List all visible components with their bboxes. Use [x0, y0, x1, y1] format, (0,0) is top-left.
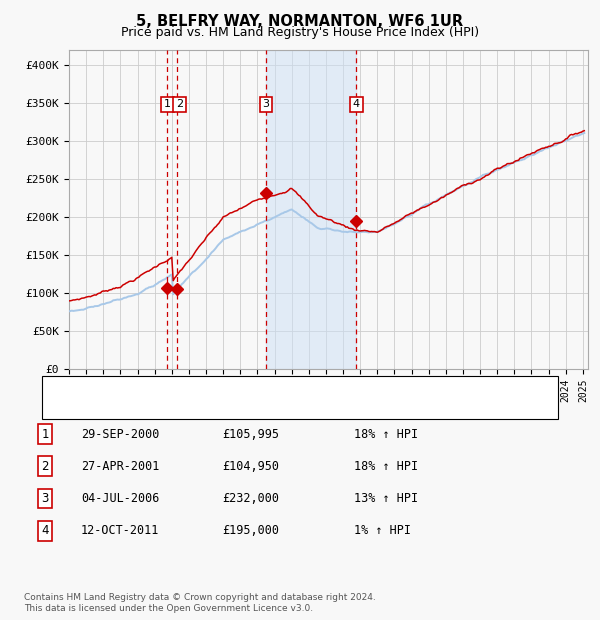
Text: 4: 4 — [41, 525, 49, 537]
Text: 29-SEP-2000: 29-SEP-2000 — [81, 428, 160, 440]
Text: £105,995: £105,995 — [222, 428, 279, 440]
Text: 27-APR-2001: 27-APR-2001 — [81, 460, 160, 472]
Text: 2: 2 — [176, 99, 183, 109]
Text: ——: —— — [57, 401, 85, 415]
Text: £195,000: £195,000 — [222, 525, 279, 537]
Text: 1% ↑ HPI: 1% ↑ HPI — [354, 525, 411, 537]
Text: 3: 3 — [263, 99, 269, 109]
Text: £232,000: £232,000 — [222, 492, 279, 505]
Text: 13% ↑ HPI: 13% ↑ HPI — [354, 492, 418, 505]
Text: 2: 2 — [41, 460, 49, 472]
Text: Contains HM Land Registry data © Crown copyright and database right 2024.
This d: Contains HM Land Registry data © Crown c… — [24, 593, 376, 613]
Text: 5, BELFRY WAY, NORMANTON, WF6 1UR (detached house): 5, BELFRY WAY, NORMANTON, WF6 1UR (detac… — [87, 383, 410, 393]
Text: ——: —— — [57, 381, 85, 395]
Text: 12-OCT-2011: 12-OCT-2011 — [81, 525, 160, 537]
Text: Price paid vs. HM Land Registry's House Price Index (HPI): Price paid vs. HM Land Registry's House … — [121, 26, 479, 39]
Text: 04-JUL-2006: 04-JUL-2006 — [81, 492, 160, 505]
Text: 1: 1 — [164, 99, 171, 109]
Text: HPI: Average price, detached house, Wakefield: HPI: Average price, detached house, Wake… — [87, 403, 348, 413]
Text: £104,950: £104,950 — [222, 460, 279, 472]
Text: 1: 1 — [41, 428, 49, 440]
Text: 18% ↑ HPI: 18% ↑ HPI — [354, 428, 418, 440]
Text: 18% ↑ HPI: 18% ↑ HPI — [354, 460, 418, 472]
Text: 4: 4 — [353, 99, 360, 109]
Text: 3: 3 — [41, 492, 49, 505]
Text: 5, BELFRY WAY, NORMANTON, WF6 1UR: 5, BELFRY WAY, NORMANTON, WF6 1UR — [136, 14, 464, 29]
Bar — [266, 50, 356, 369]
